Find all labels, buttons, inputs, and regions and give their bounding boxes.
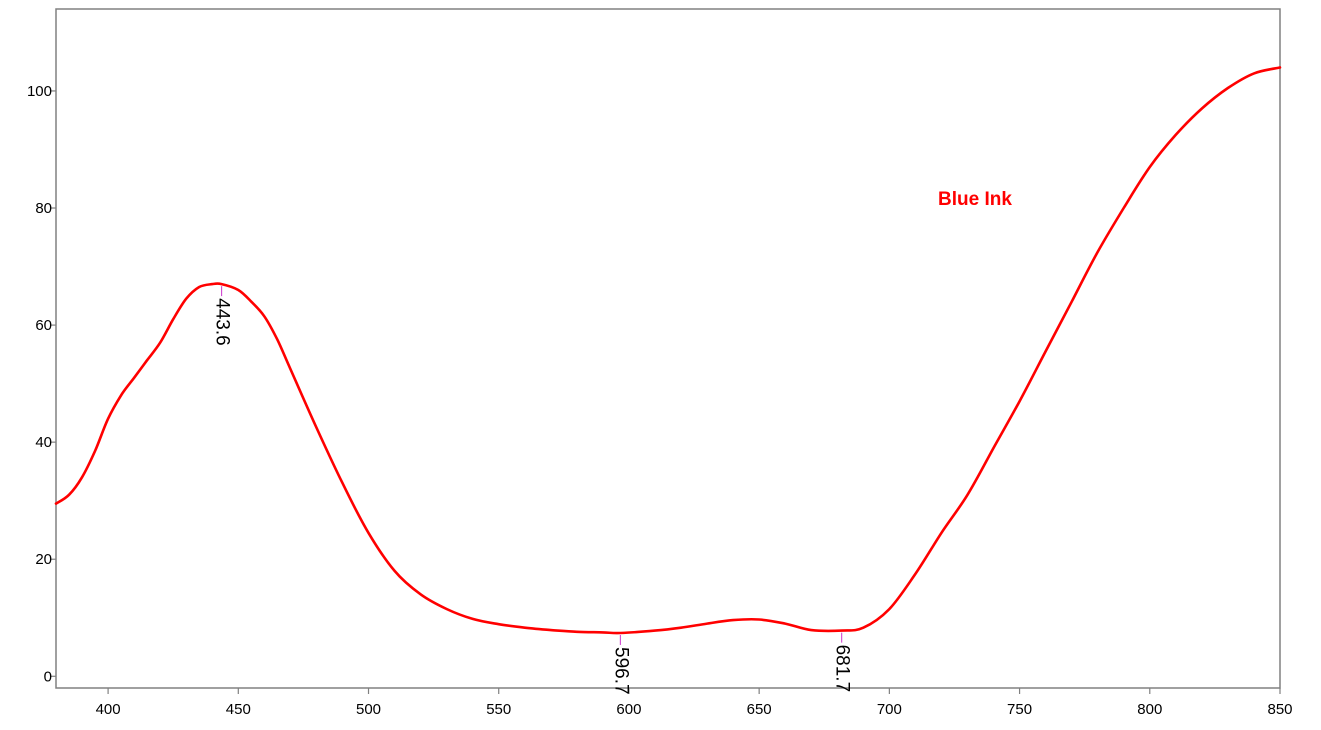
plot-area-frame	[55, 8, 1281, 689]
y-tick-label: 40	[35, 434, 52, 451]
peak-label: 443.6	[212, 298, 233, 346]
x-tick-label: 650	[747, 701, 772, 718]
x-tick-label: 400	[96, 701, 121, 718]
y-tick-label: 80	[35, 200, 52, 217]
x-tick-label: 500	[356, 701, 381, 718]
x-tick-label: 850	[1267, 701, 1292, 718]
y-axis: 0 20 40 60 80 100	[27, 83, 56, 685]
y-tick-label: 20	[35, 551, 52, 568]
y-tick-label: 60	[35, 317, 52, 334]
x-tick-label: 550	[486, 701, 511, 718]
peak-label: 681.7	[832, 645, 853, 693]
series-layer	[54, 66, 1282, 635]
x-tick-label: 700	[877, 701, 902, 718]
y-tick-label: 0	[44, 668, 52, 685]
x-axis: 400 450 500 550 600 650 700 750 800 850	[96, 688, 1293, 718]
x-tick-label: 800	[1137, 701, 1162, 718]
x-tick-label: 750	[1007, 701, 1032, 718]
x-tick-label: 450	[226, 701, 251, 718]
series-line-0	[54, 66, 1282, 635]
y-tick-label: 100	[27, 83, 52, 100]
series-label: Blue Ink	[938, 189, 1012, 210]
x-tick-label: 600	[616, 701, 641, 718]
peak-label: 596.7	[610, 647, 631, 695]
peak-labels: 443.6 596.7 681.7	[212, 286, 853, 695]
